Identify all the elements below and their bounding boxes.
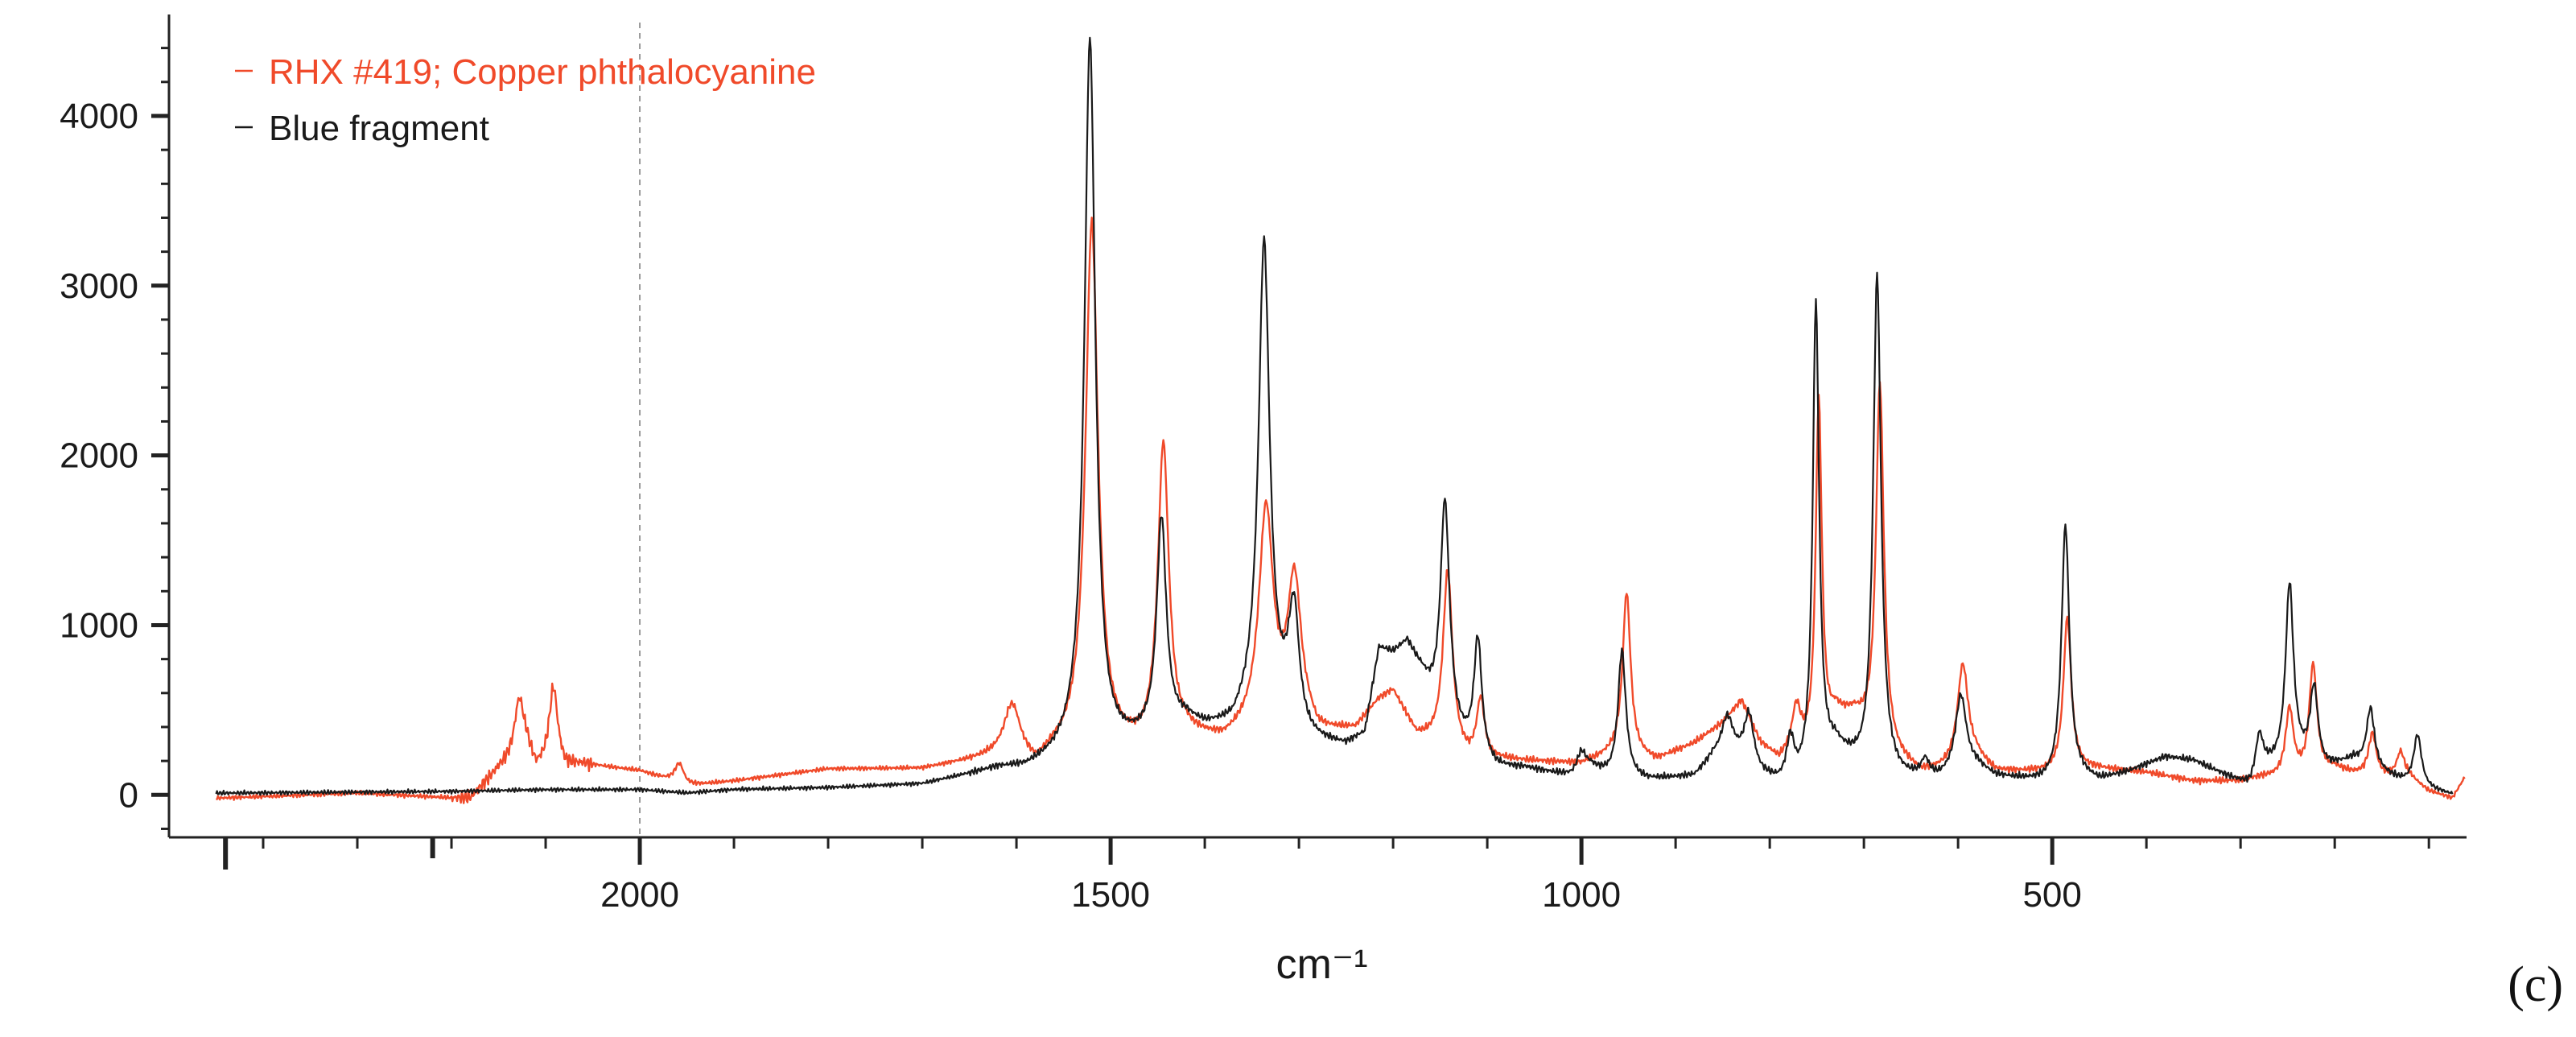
x-tick-label: 1500 [1071,875,1150,915]
y-tick-label: 2000 [60,436,138,476]
x-axis-title: cm⁻¹ [1276,941,1368,988]
legend: RHX #419; Copper phthalocyanine Blue frag… [235,52,816,148]
y-tick-label: 3000 [60,266,138,306]
legend-label-1: RHX #419; Copper phthalocyanine [269,52,816,92]
y-tick-label: 1000 [60,605,138,645]
series-line-2 [215,36,2454,796]
series-layer [215,36,2466,804]
y-tick-label: 4000 [60,97,138,136]
x-tick-label: 2000 [600,875,679,915]
x-tick-label: 1000 [1542,875,1621,915]
legend-label-2: Blue fragment [269,109,489,148]
y-tick-label: 0 [119,775,138,815]
series-line-1 [216,217,2466,804]
axes-layer [167,14,2467,839]
panel-label: (c) [2508,957,2563,1012]
x-tick-label: 500 [2022,875,2081,915]
ticks-layer: 0 1000 2000 3000 4000 2000 1500 1000 500 [60,47,2430,915]
